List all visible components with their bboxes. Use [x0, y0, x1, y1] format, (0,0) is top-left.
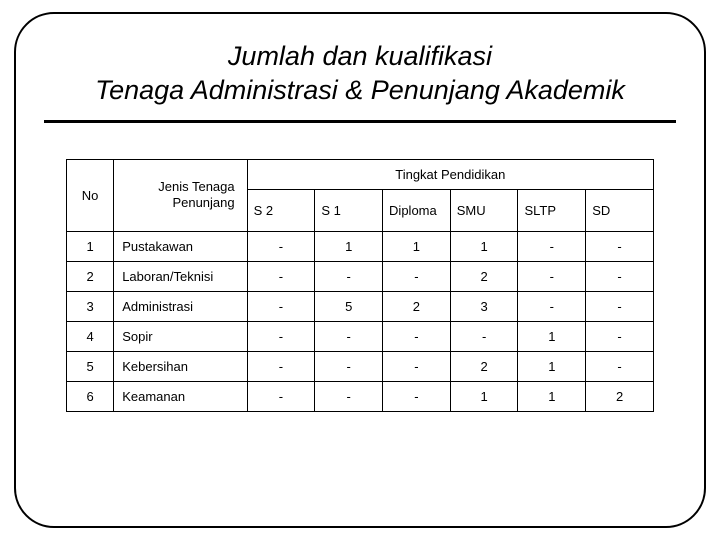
- cell-val: -: [383, 321, 451, 351]
- cell-val: 1: [518, 351, 586, 381]
- cell-no: 4: [67, 321, 114, 351]
- cell-val: 2: [450, 351, 518, 381]
- cell-jenis: Sopir: [114, 321, 247, 351]
- cell-val: 1: [518, 321, 586, 351]
- table-row: 2 Laboran/Teknisi - - - 2 - -: [67, 261, 654, 291]
- cell-no: 1: [67, 231, 114, 261]
- cell-val: 1: [383, 231, 451, 261]
- col-header-smu: SMU: [450, 189, 518, 231]
- cell-no: 3: [67, 291, 114, 321]
- cell-val: -: [247, 291, 315, 321]
- cell-val: 2: [586, 381, 654, 411]
- table-row: 1 Pustakawan - 1 1 1 - -: [67, 231, 654, 261]
- cell-val: -: [247, 231, 315, 261]
- title-line-2: Tenaga Administrasi & Penunjang Akademik: [95, 75, 625, 105]
- table-row: 3 Administrasi - 5 2 3 - -: [67, 291, 654, 321]
- cell-val: -: [586, 291, 654, 321]
- cell-val: 3: [450, 291, 518, 321]
- slide-frame: Jumlah dan kualifikasi Tenaga Administra…: [14, 12, 706, 528]
- col-header-s2: S 2: [247, 189, 315, 231]
- cell-val: -: [383, 381, 451, 411]
- cell-val: -: [315, 261, 383, 291]
- cell-val: 5: [315, 291, 383, 321]
- cell-val: -: [315, 381, 383, 411]
- cell-jenis: Keamanan: [114, 381, 247, 411]
- col-header-jenis: Jenis Tenaga Penunjang: [114, 159, 247, 231]
- col-header-group: Tingkat Pendidikan: [247, 159, 653, 189]
- col-header-no: No: [67, 159, 114, 231]
- cell-val: -: [247, 351, 315, 381]
- cell-val: 1: [450, 381, 518, 411]
- cell-jenis: Kebersihan: [114, 351, 247, 381]
- cell-val: 1: [450, 231, 518, 261]
- cell-val: -: [315, 351, 383, 381]
- cell-val: -: [518, 231, 586, 261]
- table-row: 6 Keamanan - - - 1 1 2: [67, 381, 654, 411]
- cell-val: -: [518, 261, 586, 291]
- cell-val: -: [586, 231, 654, 261]
- cell-jenis: Pustakawan: [114, 231, 247, 261]
- cell-val: -: [586, 261, 654, 291]
- cell-val: -: [247, 321, 315, 351]
- table-row: 4 Sopir - - - - 1 -: [67, 321, 654, 351]
- header-row-1: No Jenis Tenaga Penunjang Tingkat Pendid…: [67, 159, 654, 189]
- cell-val: 1: [518, 381, 586, 411]
- col-header-sltp: SLTP: [518, 189, 586, 231]
- cell-no: 2: [67, 261, 114, 291]
- jenis-line-1: Jenis Tenaga: [158, 179, 234, 194]
- col-header-sd: SD: [586, 189, 654, 231]
- table-container: No Jenis Tenaga Penunjang Tingkat Pendid…: [44, 159, 676, 412]
- cell-no: 5: [67, 351, 114, 381]
- table-row: 5 Kebersihan - - - 2 1 -: [67, 351, 654, 381]
- cell-no: 6: [67, 381, 114, 411]
- cell-val: 1: [315, 231, 383, 261]
- cell-val: -: [383, 261, 451, 291]
- cell-val: -: [586, 321, 654, 351]
- table-body: 1 Pustakawan - 1 1 1 - - 2 Laboran/Tekni…: [67, 231, 654, 411]
- cell-val: -: [247, 381, 315, 411]
- cell-val: -: [518, 291, 586, 321]
- page-title: Jumlah dan kualifikasi Tenaga Administra…: [44, 40, 676, 118]
- cell-val: -: [586, 351, 654, 381]
- cell-val: 2: [383, 291, 451, 321]
- cell-val: -: [315, 321, 383, 351]
- cell-jenis: Administrasi: [114, 291, 247, 321]
- col-header-diploma: Diploma: [383, 189, 451, 231]
- jenis-line-2: Penunjang: [172, 195, 234, 210]
- col-header-s1: S 1: [315, 189, 383, 231]
- cell-jenis: Laboran/Teknisi: [114, 261, 247, 291]
- cell-val: -: [383, 351, 451, 381]
- title-underline: [44, 120, 676, 123]
- cell-val: -: [247, 261, 315, 291]
- title-line-1: Jumlah dan kualifikasi: [228, 41, 492, 71]
- staff-table: No Jenis Tenaga Penunjang Tingkat Pendid…: [66, 159, 654, 412]
- cell-val: -: [450, 321, 518, 351]
- cell-val: 2: [450, 261, 518, 291]
